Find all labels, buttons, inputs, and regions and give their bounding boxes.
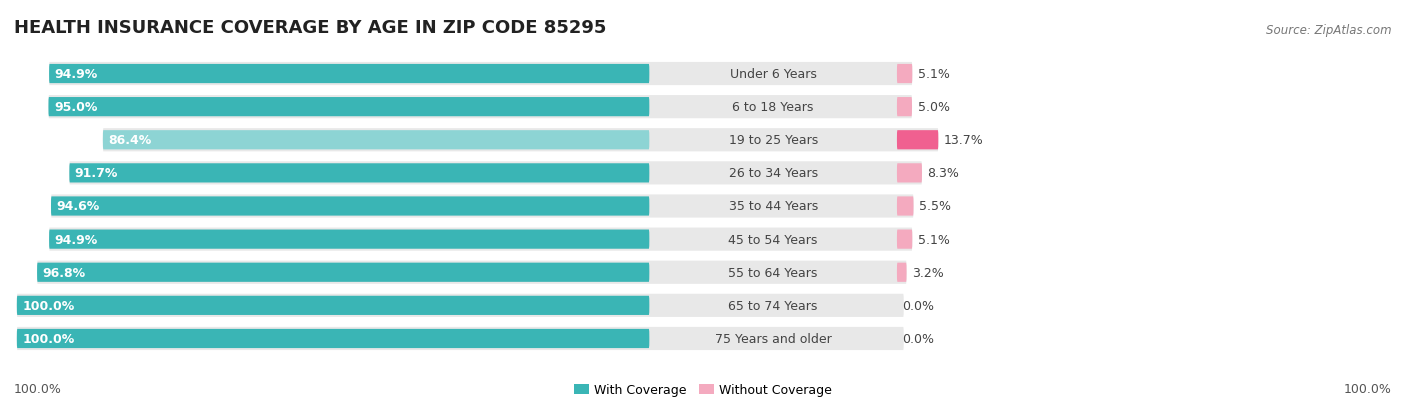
FancyBboxPatch shape <box>37 261 907 284</box>
Text: 26 to 34 Years: 26 to 34 Years <box>728 167 818 180</box>
Text: 6 to 18 Years: 6 to 18 Years <box>733 101 814 114</box>
Text: 5.1%: 5.1% <box>918 233 949 246</box>
Text: 86.4%: 86.4% <box>108 134 152 147</box>
Text: 75 Years and older: 75 Years and older <box>714 332 831 345</box>
Text: 100.0%: 100.0% <box>22 332 75 345</box>
Text: 5.1%: 5.1% <box>918 68 949 81</box>
FancyBboxPatch shape <box>897 164 922 183</box>
Text: 95.0%: 95.0% <box>53 101 97 114</box>
FancyBboxPatch shape <box>17 329 650 348</box>
Text: 19 to 25 Years: 19 to 25 Years <box>728 134 818 147</box>
Text: 8.3%: 8.3% <box>928 167 959 180</box>
FancyBboxPatch shape <box>69 162 922 185</box>
Text: 5.5%: 5.5% <box>920 200 950 213</box>
Text: 94.6%: 94.6% <box>56 200 100 213</box>
Legend: With Coverage, Without Coverage: With Coverage, Without Coverage <box>569 378 837 401</box>
FancyBboxPatch shape <box>17 296 650 315</box>
Text: 65 to 74 Years: 65 to 74 Years <box>728 299 818 312</box>
Text: Source: ZipAtlas.com: Source: ZipAtlas.com <box>1267 24 1392 37</box>
FancyBboxPatch shape <box>897 131 938 150</box>
Text: 55 to 64 Years: 55 to 64 Years <box>728 266 818 279</box>
Text: Under 6 Years: Under 6 Years <box>730 68 817 81</box>
Text: 100.0%: 100.0% <box>22 299 75 312</box>
Text: 100.0%: 100.0% <box>14 382 62 395</box>
Text: 3.2%: 3.2% <box>912 266 943 279</box>
Text: 94.9%: 94.9% <box>55 68 98 81</box>
FancyBboxPatch shape <box>49 228 912 251</box>
FancyBboxPatch shape <box>17 294 904 317</box>
FancyBboxPatch shape <box>897 65 912 84</box>
FancyBboxPatch shape <box>897 263 907 282</box>
Text: 35 to 44 Years: 35 to 44 Years <box>728 200 818 213</box>
Text: 13.7%: 13.7% <box>943 134 984 147</box>
FancyBboxPatch shape <box>897 230 912 249</box>
Text: 91.7%: 91.7% <box>75 167 118 180</box>
Text: 100.0%: 100.0% <box>1344 382 1392 395</box>
Text: 45 to 54 Years: 45 to 54 Years <box>728 233 818 246</box>
FancyBboxPatch shape <box>49 65 650 84</box>
Text: 96.8%: 96.8% <box>42 266 86 279</box>
Text: 94.9%: 94.9% <box>55 233 98 246</box>
Text: 0.0%: 0.0% <box>903 299 935 312</box>
Text: HEALTH INSURANCE COVERAGE BY AGE IN ZIP CODE 85295: HEALTH INSURANCE COVERAGE BY AGE IN ZIP … <box>14 19 606 37</box>
FancyBboxPatch shape <box>897 98 912 117</box>
FancyBboxPatch shape <box>49 230 650 249</box>
FancyBboxPatch shape <box>37 263 650 282</box>
FancyBboxPatch shape <box>103 129 938 152</box>
FancyBboxPatch shape <box>51 197 650 216</box>
FancyBboxPatch shape <box>48 96 912 119</box>
Text: 5.0%: 5.0% <box>918 101 949 114</box>
FancyBboxPatch shape <box>48 98 650 117</box>
FancyBboxPatch shape <box>49 63 912 86</box>
FancyBboxPatch shape <box>897 197 914 216</box>
FancyBboxPatch shape <box>69 164 650 183</box>
FancyBboxPatch shape <box>103 131 650 150</box>
FancyBboxPatch shape <box>51 195 914 218</box>
Text: 0.0%: 0.0% <box>903 332 935 345</box>
FancyBboxPatch shape <box>17 327 904 350</box>
